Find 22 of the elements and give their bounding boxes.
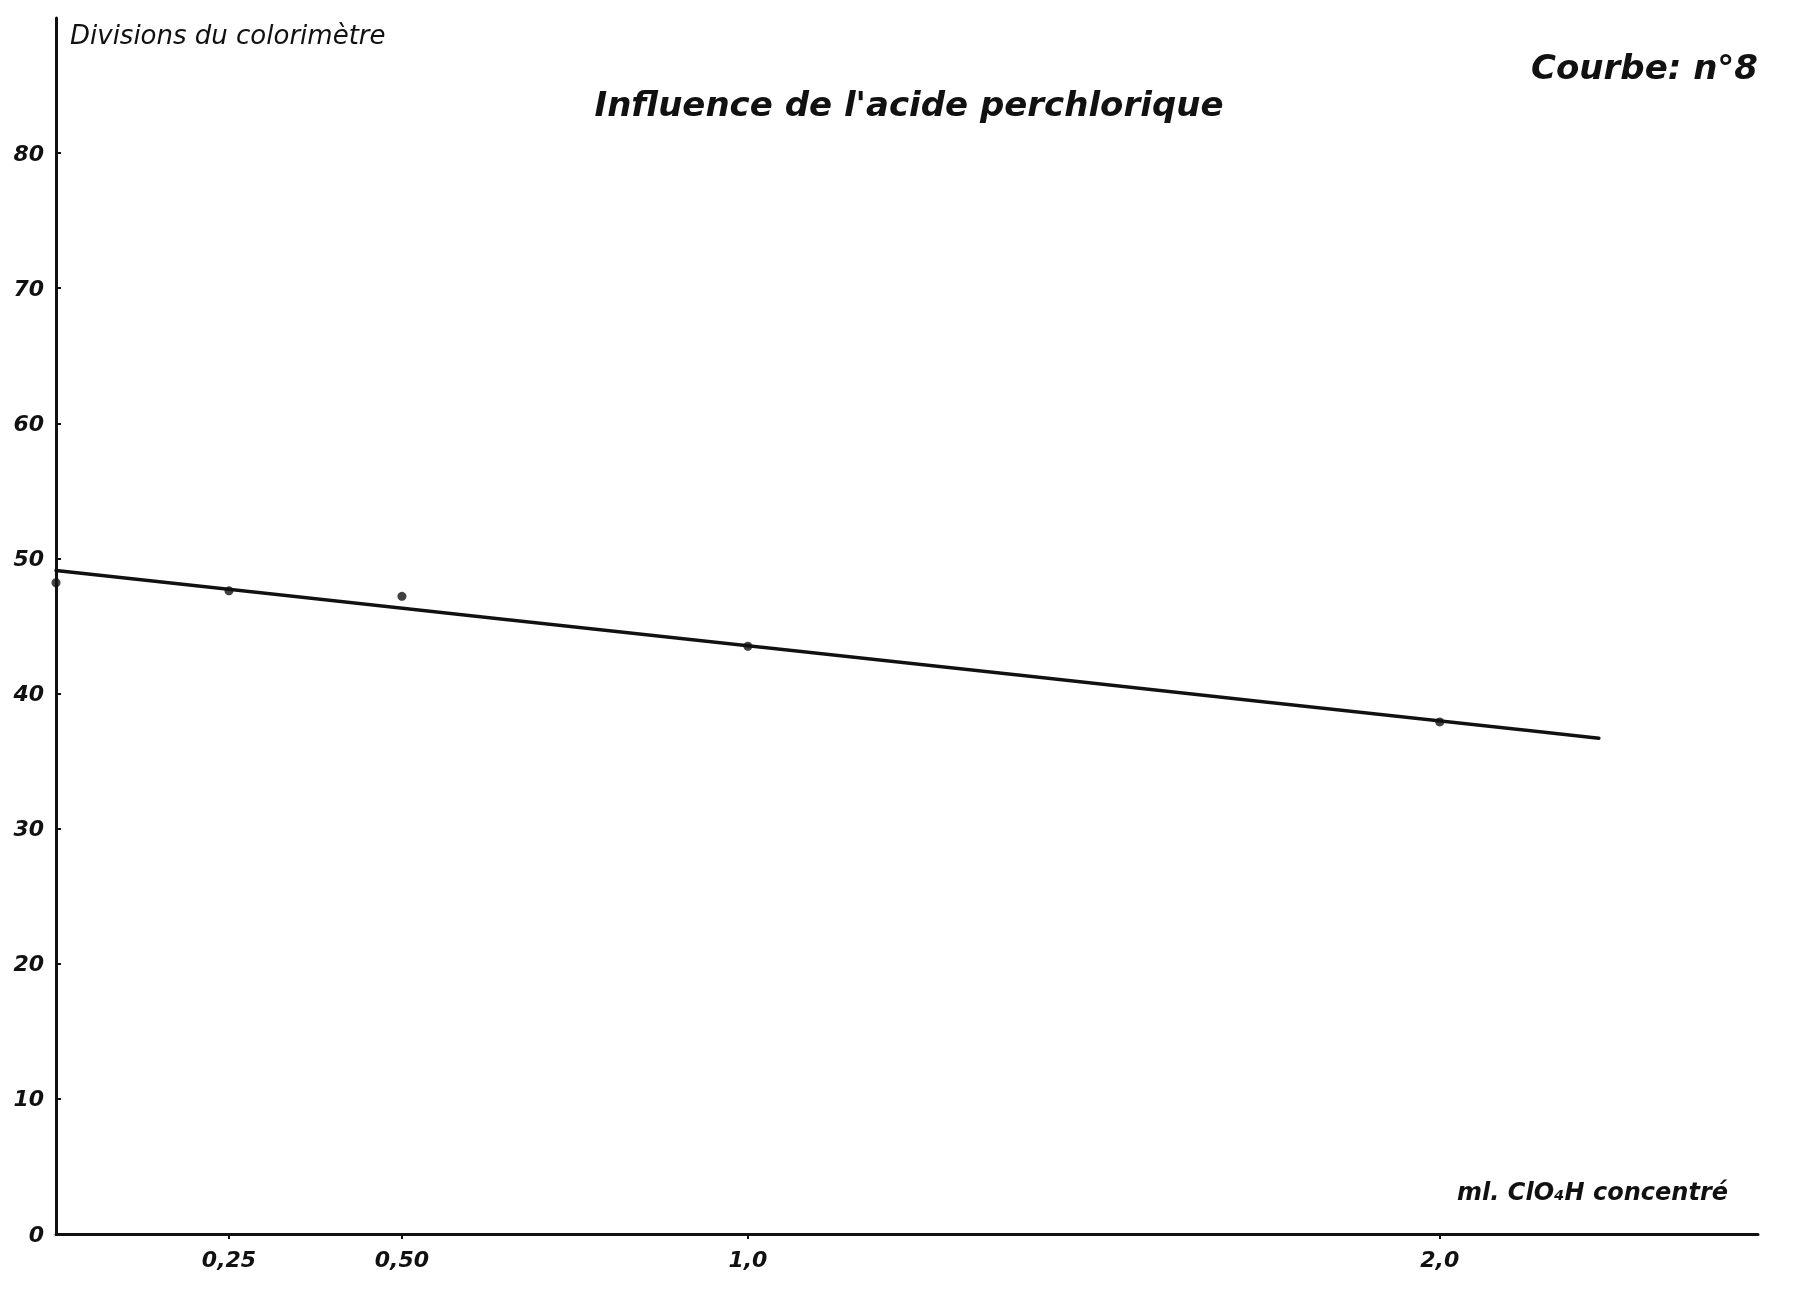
y-tick-label: 30 bbox=[13, 816, 44, 842]
x-tick-label: 0,50 bbox=[374, 1246, 430, 1272]
point bbox=[1435, 717, 1445, 727]
y-tick-label: 10 bbox=[13, 1086, 44, 1112]
point bbox=[397, 591, 407, 601]
y-tick-label: 70 bbox=[13, 275, 44, 301]
point bbox=[51, 578, 61, 588]
annotation: Courbe: n°8 bbox=[1531, 47, 1759, 87]
y-tick-label: 50 bbox=[13, 545, 44, 571]
y-tick-label: 60 bbox=[13, 410, 44, 436]
point bbox=[743, 641, 753, 651]
text: Influence de l'acide perchlorique bbox=[594, 84, 1224, 124]
x-tick-label: 1,0 bbox=[728, 1246, 768, 1272]
y-tick-label: 80 bbox=[13, 140, 44, 166]
y-tick-label: 0 bbox=[28, 1221, 44, 1247]
x-tick-label: 0,25 bbox=[201, 1246, 257, 1272]
point bbox=[224, 586, 234, 596]
y-tick-label: 20 bbox=[13, 951, 44, 977]
y-axis-title: Divisions du colorimètre bbox=[70, 20, 386, 50]
x-axis-title: ml. ClO₄H concentré bbox=[1457, 1178, 1728, 1206]
x-tick-label: 2,0 bbox=[1420, 1246, 1460, 1272]
y-tick-label: 40 bbox=[12, 681, 44, 707]
